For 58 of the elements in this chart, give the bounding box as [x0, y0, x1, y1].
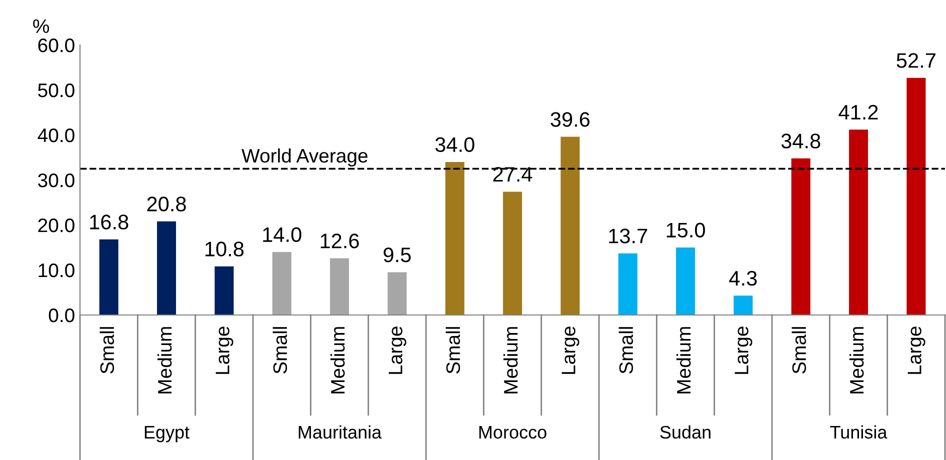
data-label: 14.0	[263, 227, 302, 242]
y-tick-label: 30.0	[38, 173, 74, 188]
x-tick-label: Large	[908, 326, 926, 374]
bar	[330, 258, 350, 315]
bar	[618, 253, 638, 315]
data-label: 20.8	[147, 196, 186, 212]
data-label: 15.0	[666, 222, 705, 238]
text: Egypt	[144, 426, 190, 442]
bar	[676, 248, 696, 315]
data-label: 10.8	[205, 242, 244, 256]
data-label: 9.5	[384, 248, 411, 262]
x-tick-label: Small	[446, 327, 460, 374]
text: Sudan	[660, 425, 710, 439]
y-tick-label: 10.0	[38, 263, 74, 278]
x-tick-label: Medium	[330, 327, 345, 394]
ref-line-label: World Average	[242, 148, 368, 166]
bar	[906, 78, 926, 315]
x-tick-label: Small	[618, 327, 634, 374]
bar	[560, 136, 580, 315]
data-label: 34.8	[781, 134, 820, 148]
data-label: 39.6	[550, 112, 590, 127]
y-tick-label: 20.0	[38, 218, 74, 232]
x-tick-label: Medium	[503, 327, 518, 394]
data-label: 13.7	[609, 228, 648, 244]
bar	[502, 192, 522, 315]
data-label: 34.0	[435, 137, 474, 152]
text: Morocco	[479, 426, 546, 439]
x-tick-label: Medium	[157, 327, 172, 394]
text: Tunisia	[830, 425, 888, 439]
x-tick-label: Large	[388, 326, 406, 374]
x-tick-label: Medium	[849, 327, 864, 394]
data-label: 12.6	[320, 234, 359, 248]
data-label: 16.8	[90, 214, 128, 230]
data-label: 41.2	[838, 104, 878, 120]
bar	[734, 296, 753, 315]
bar	[388, 272, 407, 315]
bar	[156, 221, 176, 315]
x-tick-label: Small	[100, 327, 114, 374]
y-tick-label: 0.0	[48, 308, 74, 322]
bar	[99, 239, 118, 315]
x-tick-label: Large	[562, 326, 580, 374]
bar	[791, 158, 810, 315]
data-label: 4.3	[729, 270, 757, 286]
bar	[214, 266, 234, 315]
bar	[445, 162, 464, 315]
bar	[272, 252, 292, 315]
data-label: 52.7	[896, 53, 936, 68]
x-tick-label: Medium	[676, 327, 691, 394]
y-tick-label: 50.0	[38, 83, 74, 98]
y-tick-label: 40.0	[38, 128, 74, 142]
bar	[848, 130, 868, 315]
y-axis-title: %	[33, 19, 50, 33]
x-tick-label: Small	[792, 327, 806, 374]
text: Mauritania	[298, 425, 382, 439]
x-tick-label: Large	[216, 326, 234, 374]
y-tick-label: 60.0	[38, 38, 74, 52]
x-tick-label: Large	[734, 326, 752, 374]
x-tick-label: Small	[272, 327, 288, 374]
